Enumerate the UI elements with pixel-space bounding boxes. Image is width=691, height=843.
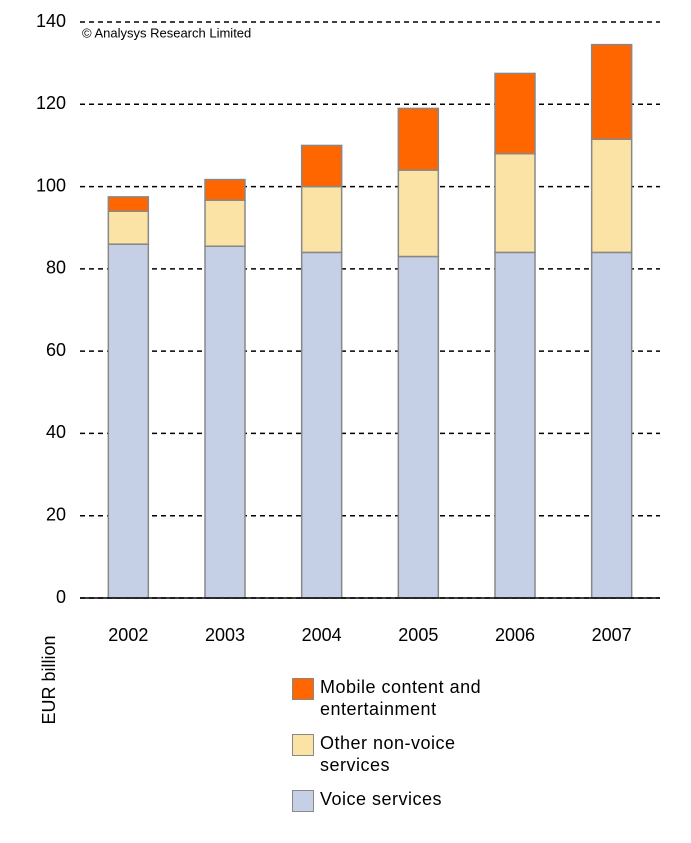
legend-swatch [292, 790, 314, 812]
bar-segment [590, 43, 633, 141]
x-tick-label: 2005 [398, 625, 438, 645]
y-tick-label: 120 [36, 93, 66, 113]
bar-segment [397, 169, 440, 258]
bar-segment [204, 199, 246, 247]
bar-segment [107, 210, 150, 245]
y-tick-label: 40 [46, 422, 66, 442]
bar-segment [300, 251, 343, 599]
x-tick-label: 2002 [108, 625, 148, 645]
y-tick-label: 140 [36, 11, 66, 31]
bar-segment [397, 107, 440, 171]
bar-segment [494, 152, 536, 254]
bar-segment [590, 138, 633, 254]
bar-segment [300, 144, 343, 188]
legend-label: Voice services [320, 789, 443, 809]
bar-segment [494, 251, 536, 599]
x-tick-label: 2006 [495, 625, 535, 645]
legend-swatch [292, 678, 314, 700]
legend-item: Voice services [292, 788, 552, 812]
y-tick-label: 60 [46, 340, 66, 360]
legend-label: Other non-voice services [320, 733, 456, 775]
legend-item: Mobile content and entertainment [292, 676, 552, 720]
legend-item: Other non-voice services [292, 732, 552, 776]
y-axis-label: EUR billion [39, 635, 59, 724]
x-tick-label: 2003 [205, 625, 245, 645]
bar-segment [107, 243, 150, 599]
bar-segment [590, 251, 633, 599]
x-tick-label: 2004 [302, 625, 342, 645]
y-tick-label: 20 [46, 504, 66, 524]
annotation: © Analysys Research Limited [82, 25, 251, 40]
y-tick-label: 80 [46, 258, 66, 278]
bar-segment [494, 72, 536, 155]
y-tick-label: 100 [36, 175, 66, 195]
legend-label: Mobile content and entertainment [320, 677, 482, 719]
bar-segment [204, 178, 246, 201]
bar-segment [300, 185, 343, 254]
x-tick-label: 2007 [592, 625, 632, 645]
bar-segment [204, 245, 246, 599]
y-tick-label: 0 [56, 587, 66, 607]
bar-segment [107, 196, 150, 213]
legend: Mobile content and entertainment Other no… [292, 676, 552, 824]
legend-swatch [292, 734, 314, 756]
bar-segment [397, 255, 440, 599]
